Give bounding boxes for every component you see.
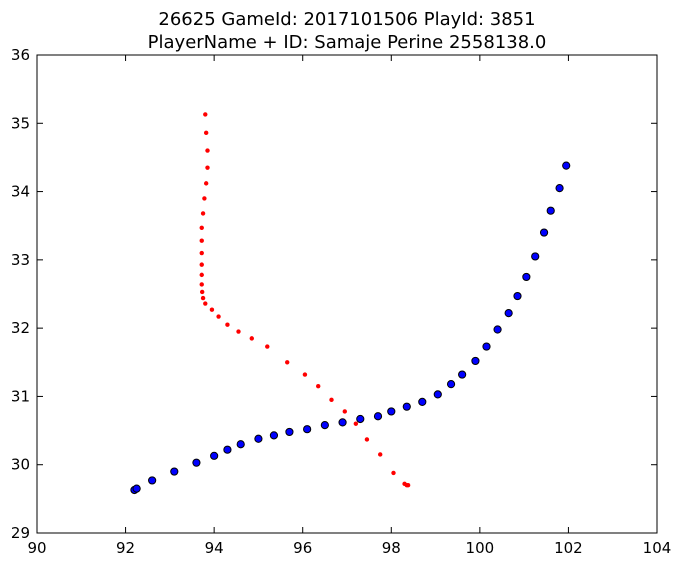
data-point (418, 397, 427, 406)
data-point (203, 181, 209, 186)
data-point (458, 370, 467, 379)
data-point (303, 425, 312, 434)
data-point (513, 291, 522, 301)
data-point (320, 421, 329, 430)
data-point (225, 322, 230, 327)
x-tick-label: 92 (116, 539, 135, 557)
data-point (209, 307, 215, 312)
data-point (471, 356, 480, 366)
x-tick-label: 98 (382, 539, 401, 557)
y-tick-label: 35 (11, 114, 30, 132)
chart-title: 26625 GameId: 2017101506 PlayId: 3851 (158, 9, 535, 30)
data-point (199, 282, 204, 287)
data-point (504, 309, 513, 318)
x-tick-label: 94 (205, 539, 224, 557)
data-point (236, 440, 245, 449)
y-tick-label: 30 (11, 456, 30, 474)
data-point (132, 484, 141, 493)
y-tick-label: 32 (11, 319, 30, 337)
data-point (210, 451, 219, 460)
data-point (285, 427, 294, 437)
data-point (205, 148, 210, 153)
x-tick-label: 96 (293, 539, 312, 557)
y-tick-label: 33 (11, 251, 30, 269)
data-point (223, 445, 232, 454)
data-point (446, 380, 456, 389)
data-point (391, 470, 396, 476)
data-point (199, 250, 204, 256)
data-point (254, 434, 263, 443)
data-point (353, 421, 359, 426)
data-point (199, 272, 204, 278)
data-point (364, 437, 370, 442)
data-point (342, 409, 347, 414)
data-point (433, 390, 442, 399)
data-point (493, 325, 502, 334)
data-point (338, 418, 347, 427)
chart-subtitle: PlayerName + ID: Samaje Perine 2558138.0 (148, 32, 547, 53)
data-point (329, 397, 334, 403)
series-1 (199, 112, 411, 488)
data-point (170, 467, 179, 476)
data-point (531, 252, 540, 261)
data-point (285, 360, 290, 365)
y-tick-label: 31 (11, 387, 30, 405)
x-tick-label: 90 (27, 539, 46, 557)
y-tick-label: 36 (11, 46, 30, 64)
data-point (200, 295, 206, 301)
x-tick-label: 102 (554, 539, 583, 557)
data-point (199, 289, 205, 295)
data-point (199, 225, 204, 230)
data-point (148, 476, 157, 485)
data-point (202, 196, 207, 201)
data-point (482, 342, 491, 351)
y-tick-label: 29 (11, 524, 30, 542)
data-point (402, 402, 411, 411)
data-point (522, 272, 531, 282)
plot-frame (36, 54, 658, 534)
data-point (387, 407, 396, 416)
data-point (546, 206, 555, 215)
data-point (378, 452, 383, 457)
series-0 (130, 161, 571, 495)
data-point (216, 314, 221, 319)
data-point (199, 262, 204, 267)
data-point (562, 161, 571, 170)
data-point (373, 412, 383, 421)
data-point (236, 329, 241, 334)
data-point (302, 372, 308, 377)
data-point (205, 165, 210, 170)
axis-ticks: 90 92 94 96 98 100 102 104 29 30 31 32 33 34 35 36 (11, 46, 671, 557)
data-point (555, 184, 564, 193)
data-point (203, 112, 208, 117)
data-point (405, 483, 411, 488)
data-point (269, 431, 279, 440)
data-points (130, 112, 571, 495)
data-point (203, 130, 209, 136)
x-tick-label: 100 (466, 539, 495, 557)
data-point (249, 336, 254, 341)
data-point (203, 301, 208, 306)
data-point (265, 344, 270, 349)
data-point (316, 383, 321, 389)
x-tick-label: 104 (643, 539, 672, 557)
data-point (192, 458, 201, 467)
data-point (199, 238, 204, 243)
y-tick-label: 34 (11, 183, 30, 201)
data-point (539, 228, 549, 237)
data-point (200, 211, 206, 216)
data-point (356, 414, 365, 424)
